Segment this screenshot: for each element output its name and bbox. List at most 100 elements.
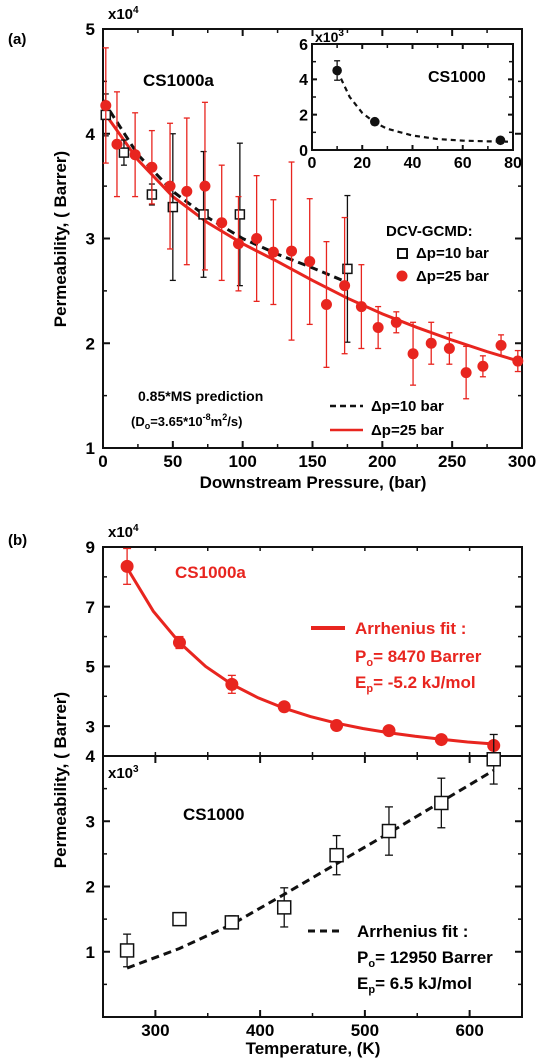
x-tick-label: 500 (351, 1021, 379, 1040)
data-point (277, 700, 291, 714)
legend-title: DCV-GCMD: (386, 223, 473, 240)
y-tick-label: 1 (86, 439, 95, 458)
data-point (111, 138, 123, 150)
fit-label: Arrhenius fit : (355, 619, 466, 638)
data-point (199, 180, 211, 192)
inset-frame (311, 43, 514, 151)
data-point (495, 135, 506, 146)
chart-b-bottom: 1 2 3 4 300 400 500 600 x103 CS1000 Temperature… (51, 692, 523, 1058)
axis-ticks: 1 2 3 4 300 400 500 600 (86, 747, 523, 1040)
annotation-line-2: (Do=3.65*10-8m2/s) (131, 412, 242, 431)
x-axis-label: Temperature, (K) (246, 1039, 381, 1058)
data-point (232, 238, 244, 250)
data-point (381, 823, 397, 839)
y-axis-label: Permeability, ( Barrer) (51, 151, 70, 327)
data-point (304, 256, 316, 268)
x-tick-label: 300 (141, 1021, 169, 1040)
x-tick-label: 200 (368, 452, 396, 471)
chart-title: CS1000a (143, 71, 214, 90)
data-point (216, 217, 228, 229)
y-multiplier: x104 (108, 5, 139, 23)
data-point (372, 322, 384, 334)
legend-label: Δp=25 bar (371, 422, 444, 439)
series-line (101, 99, 348, 284)
chart-marks (332, 60, 508, 146)
x-tick-label: 600 (455, 1021, 483, 1040)
data-point (172, 636, 186, 650)
data-point (355, 301, 367, 313)
data-point (167, 201, 179, 213)
chart-marks (120, 547, 501, 753)
chart-title: CS1000a (175, 563, 246, 582)
legend-label: Δp=10 bar (371, 398, 444, 415)
data-point (286, 245, 298, 257)
data-point (119, 943, 135, 958)
fit-param-po: Po= 12950 Barrer (357, 948, 493, 970)
y-tick-label: 1 (86, 943, 95, 962)
y-multiplier: x103 (108, 764, 139, 782)
legend-label: Δp=10 bar (416, 245, 489, 262)
panel-label-b: (b) (8, 532, 27, 549)
y-tick-label: 0 (299, 143, 308, 160)
data-point (382, 724, 396, 738)
data-point (477, 360, 489, 372)
x-tick-label: 0 (98, 452, 107, 471)
x-tick-label: 400 (246, 1021, 274, 1040)
data-point (172, 911, 187, 927)
fit-param-ep: Ep= -5.2 kJ/mol (355, 673, 476, 695)
data-point (332, 65, 342, 76)
x-tick-label: 50 (163, 452, 182, 471)
data-point (434, 733, 448, 747)
data-point (329, 847, 344, 863)
data-point (118, 147, 130, 158)
data-point (486, 752, 501, 767)
x-tick-label: 100 (228, 452, 256, 471)
data-point (225, 677, 239, 691)
series-line (126, 769, 495, 970)
y-tick-label: 4 (86, 747, 96, 766)
data-point (495, 339, 507, 351)
data-point (224, 915, 240, 930)
series-line (336, 70, 508, 143)
y-tick-label: 4 (86, 125, 96, 144)
data-point (434, 795, 449, 811)
data-point (407, 348, 419, 360)
x-tick-label: 300 (508, 452, 536, 471)
data-point (342, 263, 353, 275)
annotation-line-1: 0.85*MS prediction (138, 388, 263, 404)
legend-marker-red-circle (396, 270, 408, 282)
y-tick-label: 3 (86, 230, 95, 249)
x-tick-label: 0 (308, 155, 317, 172)
x-tick-label: 40 (404, 155, 422, 172)
data-point (425, 337, 437, 349)
data-point (339, 280, 351, 292)
data-point (460, 367, 472, 379)
x-tick-label: 150 (298, 452, 326, 471)
data-point (129, 149, 141, 161)
data-point (370, 116, 380, 127)
data-point (512, 355, 524, 367)
data-point (146, 161, 158, 173)
y-tick-label: 5 (86, 658, 95, 677)
y-tick-label: 2 (299, 107, 308, 124)
x-tick-label: 60 (454, 155, 472, 172)
y-multiplier: x103 (315, 28, 344, 45)
x-axis-label: Downstream Pressure, (bar) (200, 473, 427, 492)
x-tick-label: 250 (438, 452, 466, 471)
data-point (443, 342, 455, 354)
legend-marker-open-square (397, 248, 408, 259)
data-point (120, 559, 134, 573)
data-point (181, 185, 193, 197)
data-point (100, 99, 112, 111)
data-point (198, 209, 209, 220)
series-line (125, 567, 494, 746)
chart-b-top: 3 5 7 9 x104 CS1000a Arrhenius fit : Po= 84… (86, 523, 523, 757)
data-point (320, 298, 332, 310)
y-tick-label: 3 (86, 717, 95, 736)
y-tick-label: 3 (86, 812, 95, 831)
data-point (276, 900, 292, 915)
